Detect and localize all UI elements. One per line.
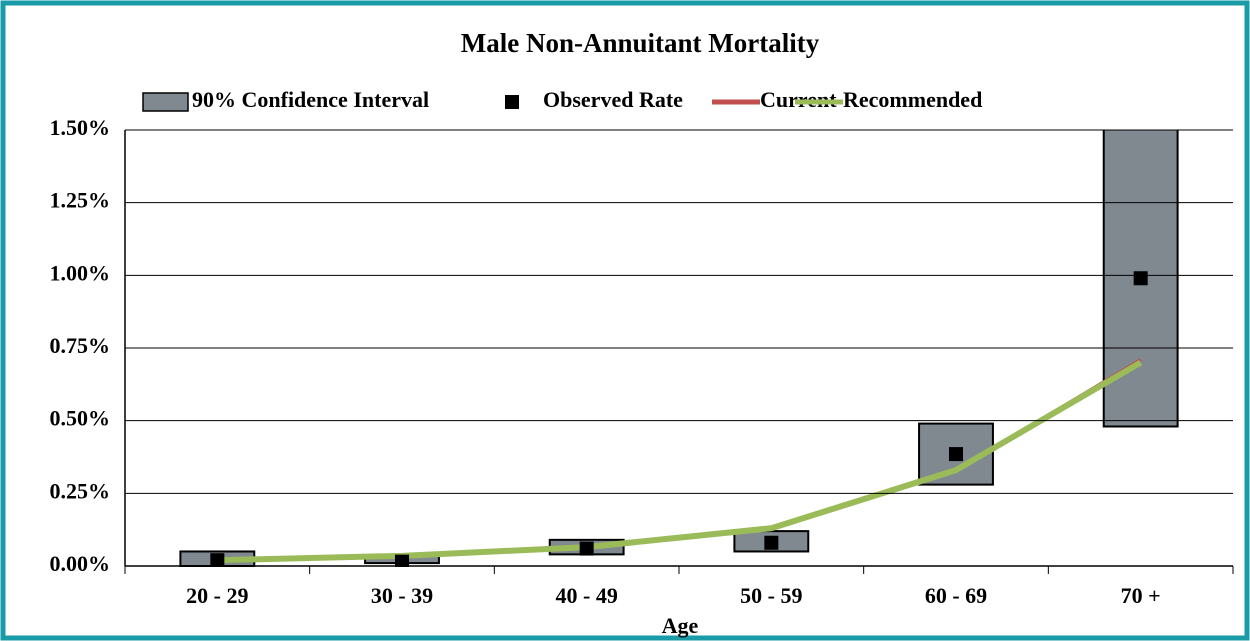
chart-title: Male Non-Annuitant Mortality (461, 28, 820, 58)
legend-label: Observed Rate (543, 87, 683, 112)
legend-swatch (505, 95, 519, 109)
observed-point (764, 535, 779, 550)
series-line (217, 359, 1143, 564)
x-tick-label: 60 - 69 (925, 583, 987, 608)
y-tick-label: 1.50% (50, 115, 111, 140)
plot-area (179, 130, 1179, 567)
x-tick-label: 30 - 39 (371, 583, 433, 608)
y-tick-label: 0.75% (50, 333, 111, 358)
x-tick-label: 20 - 29 (186, 583, 248, 608)
observed-point (210, 553, 225, 567)
x-axis-label: Age (662, 613, 699, 638)
legend-swatch (142, 92, 189, 112)
x-tick-label: 50 - 59 (740, 583, 802, 608)
y-tick-label: 1.25% (50, 188, 111, 213)
x-tick-label: 40 - 49 (556, 583, 618, 608)
y-tick-label: 1.00% (50, 260, 111, 285)
y-tick-label: 0.25% (50, 478, 111, 503)
observed-point (1133, 271, 1148, 286)
observed-point (579, 541, 594, 556)
y-tick-label: 0.50% (50, 406, 111, 431)
legend-label: 90% Confidence Interval (192, 87, 429, 112)
observed-point (395, 554, 409, 567)
legend-label: Recommended (843, 87, 982, 112)
x-tick-label: 70 + (1121, 583, 1161, 608)
y-tick-label: 0.00% (50, 551, 111, 576)
observed-point (949, 447, 963, 462)
